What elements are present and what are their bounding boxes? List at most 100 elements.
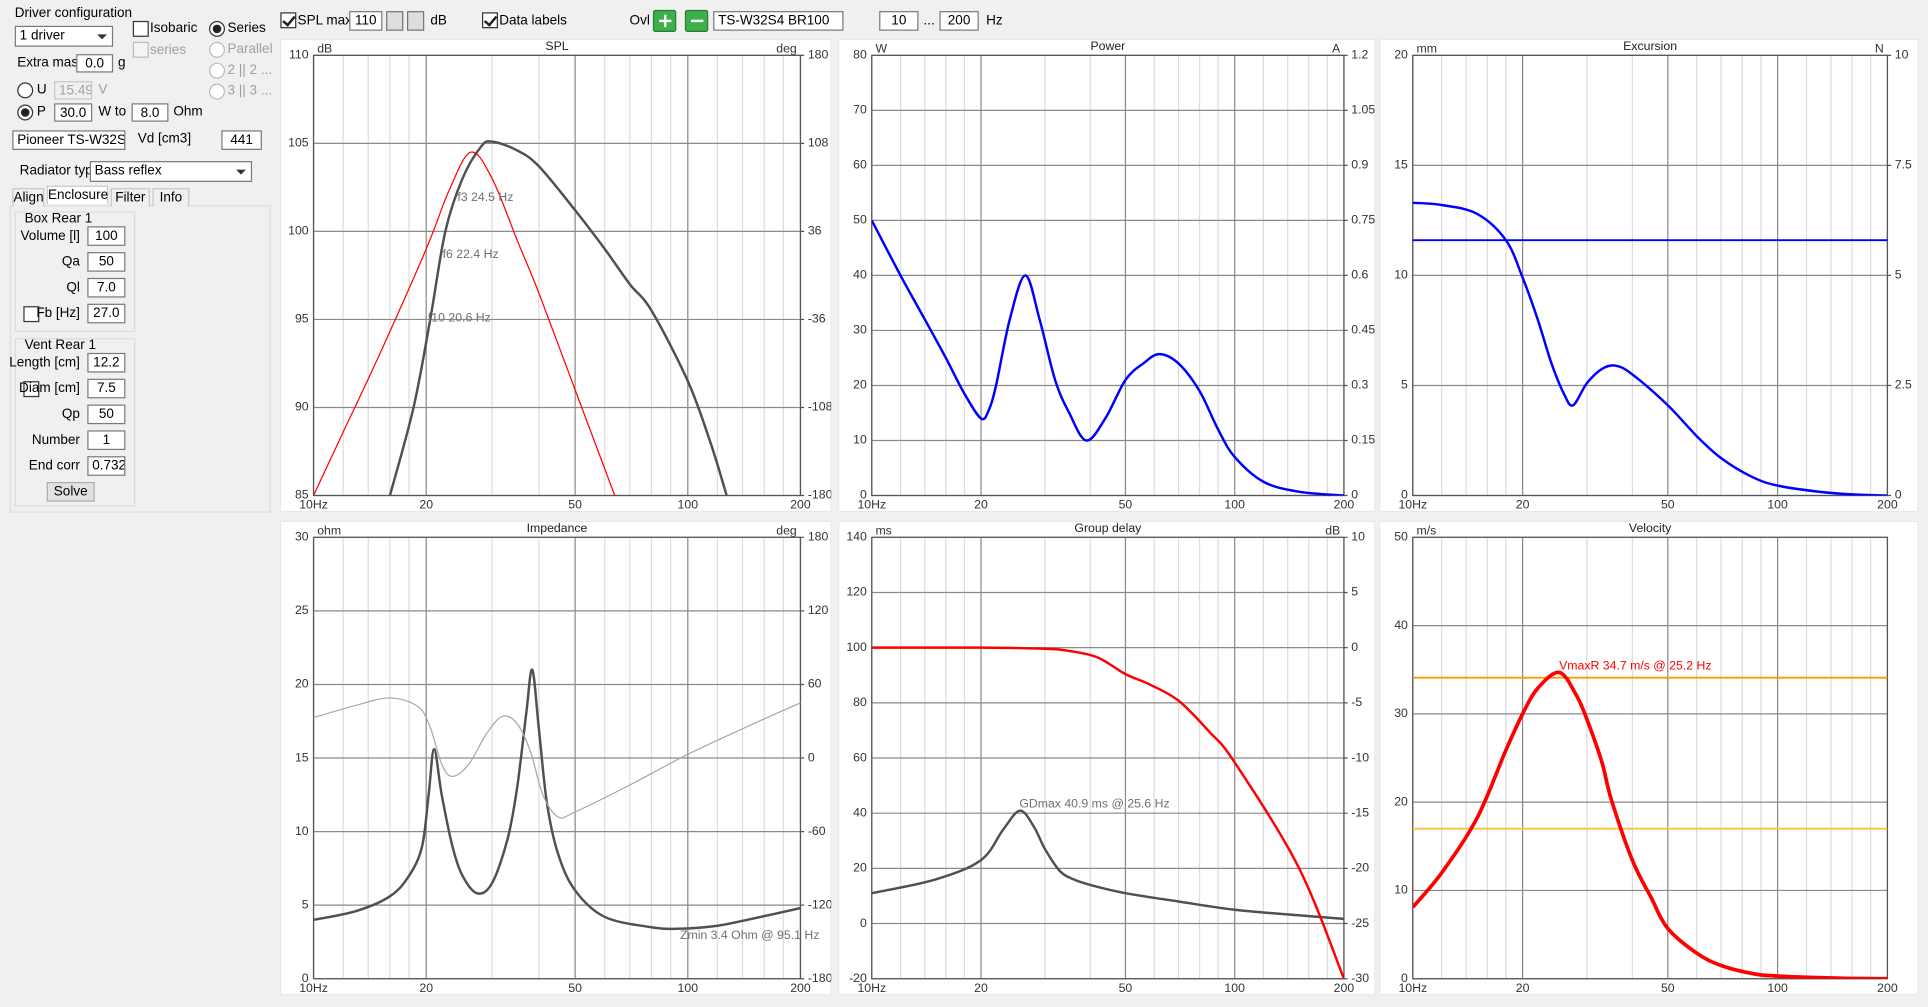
chart: 10Hz 20 50 100 2000102030405060708000.150.30…	[838, 39, 1375, 512]
text-field[interactable]: 7.0	[87, 277, 126, 298]
text-field[interactable]: 7.5	[87, 378, 126, 399]
label: Length [cm]	[9, 355, 80, 371]
text-field[interactable]: TS-W32S4 BR100	[713, 11, 844, 31]
text-field[interactable]: 10	[879, 11, 919, 31]
radio[interactable]	[17, 104, 34, 121]
y-tick-label: 85	[295, 488, 309, 502]
y2-tick-label: 180	[808, 530, 829, 544]
x-tick-label: 20	[419, 981, 433, 995]
checkbox[interactable]	[132, 20, 149, 37]
x-tick-label: 200	[790, 498, 811, 512]
text-field[interactable]: 100	[87, 226, 126, 246]
solve-button[interactable]: Solve	[46, 481, 95, 502]
text-field[interactable]: 200	[939, 11, 979, 31]
radio[interactable]	[209, 83, 226, 100]
plot-frame	[871, 536, 1345, 980]
remove-button[interactable]	[684, 9, 709, 32]
checkbox[interactable]	[23, 306, 40, 323]
text-field[interactable]: 27.0	[87, 303, 126, 324]
y2-tick-label: 60	[808, 677, 822, 691]
text-field[interactable]: 50	[87, 404, 126, 425]
dropdown[interactable]: Bass reflex	[89, 161, 253, 182]
label: Number	[31, 432, 80, 448]
plot-frame	[312, 54, 802, 497]
y-tick-label: 5	[1401, 378, 1408, 392]
text-field[interactable]: 50	[87, 252, 126, 272]
checkbox[interactable]	[481, 12, 498, 29]
y2-unit: deg	[776, 523, 797, 537]
x-tick-label: 20	[974, 981, 988, 995]
text-field[interactable]: Pioneer TS-W32S4	[12, 130, 126, 151]
y-tick-label: 10	[1394, 883, 1408, 897]
x-tick-label: 200	[1334, 981, 1355, 995]
plot-frame	[871, 54, 1345, 497]
radio[interactable]	[17, 82, 34, 99]
label: End corr	[28, 458, 80, 474]
plot-layer	[871, 219, 1344, 496]
chart: 10Hz 20 50 100 200-20020406080100120140-30-2…	[838, 521, 1375, 995]
radio[interactable]	[209, 41, 226, 58]
y2-tick-label: -25	[1351, 916, 1369, 930]
label: Qa	[61, 254, 80, 270]
checkbox[interactable]	[132, 41, 149, 58]
label: Extra mass	[17, 55, 85, 71]
spin-button[interactable]	[386, 11, 404, 31]
y-tick-label: 95	[295, 312, 309, 326]
text-field[interactable]: 12.2	[87, 352, 126, 373]
label: Fb [Hz]	[36, 306, 80, 321]
spin-button[interactable]	[406, 11, 425, 31]
label: Box Rear 1	[24, 211, 93, 227]
y2-tick-label: 0.75	[1351, 213, 1374, 227]
y-tick-label: 70	[853, 103, 867, 117]
tab[interactable]: Info	[152, 188, 190, 207]
y-tick-label: 0	[860, 488, 867, 502]
label: Series	[227, 20, 266, 36]
chart: 10Hz 20 50 100 200 0 10 20 30 40 50 Velocity m/s Vmax…	[1379, 521, 1919, 995]
series-line	[871, 809, 1344, 921]
text-field[interactable]: 0.732	[87, 456, 126, 476]
chart: 10Hz 20 50 100 200 0 5 10 15 20 25 30 -180 -120 -60 0 60…	[280, 521, 832, 995]
y-unit: ms	[875, 523, 891, 537]
y-tick-label: 20	[1394, 48, 1408, 62]
label: Ql	[66, 280, 80, 296]
label: Ohm	[173, 104, 203, 120]
y-tick-label: 120	[846, 585, 867, 599]
group-box	[14, 211, 136, 332]
tab[interactable]: Filter	[110, 188, 151, 207]
y2-tick-label: 0	[1351, 640, 1358, 654]
x-tick-label: 50	[568, 981, 582, 995]
label: Isobaric	[150, 20, 198, 36]
series-line	[388, 140, 728, 496]
checkbox[interactable]	[280, 12, 297, 29]
group-box	[14, 338, 136, 507]
series-line	[313, 697, 801, 819]
y-tick-label: 140	[846, 530, 867, 544]
tab[interactable]: Enclosure	[46, 185, 109, 205]
y2-tick-label: 0.3	[1351, 378, 1368, 392]
x-tick-label: 100	[1767, 981, 1788, 995]
x-tick-label: 10Hz	[1398, 981, 1427, 995]
checkbox[interactable]	[23, 381, 40, 398]
radio[interactable]	[209, 20, 226, 37]
text-field[interactable]: 441	[221, 130, 262, 151]
text-field[interactable]: 110	[349, 11, 383, 31]
y-tick-label: 15	[295, 750, 309, 764]
y2-tick-label: 5	[1895, 268, 1902, 282]
y-tick-label: 40	[1394, 618, 1408, 632]
dropdown[interactable]: 1 driver	[14, 25, 114, 47]
radio[interactable]	[209, 62, 226, 79]
x-tick-label: 100	[1224, 981, 1245, 995]
tab[interactable]: Align	[12, 188, 45, 207]
y-unit: m/s	[1416, 523, 1436, 537]
chart-title: Velocity	[1629, 521, 1672, 535]
add-button[interactable]	[652, 9, 677, 32]
label: Driver configuration	[14, 6, 133, 21]
text-field[interactable]: 8.0	[131, 103, 169, 122]
text-field[interactable]: 0.0	[76, 54, 114, 73]
y2-unit: A	[1332, 41, 1341, 55]
y2-tick-label: -60	[808, 824, 826, 838]
text-field[interactable]: 30.0	[54, 103, 93, 122]
text-field[interactable]: 1	[87, 430, 126, 451]
text-field[interactable]: 15.49	[54, 81, 93, 100]
